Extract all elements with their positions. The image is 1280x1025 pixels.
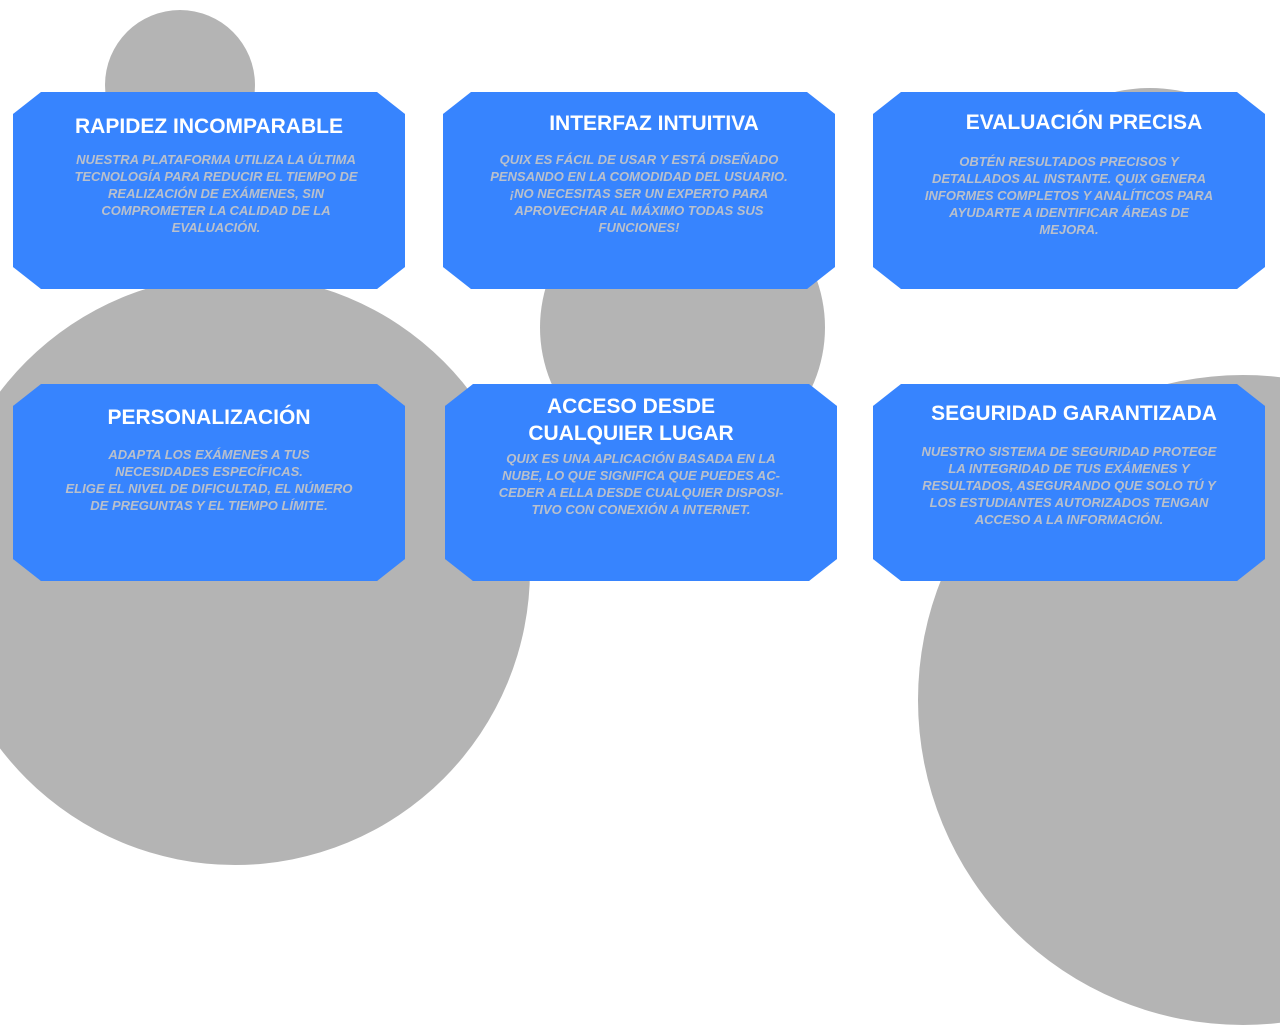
feature-description: QUIX ES UNA APLICACIÓN BASADA EN LA NUBE…	[498, 451, 784, 517]
feature-card-rapidez: RAPIDEZ INCOMPARABLE NUESTRA PLATAFORMA …	[13, 92, 405, 289]
feature-description: QUIX ES FÁCIL DE USAR Y ESTÁ DISEÑADO PE…	[490, 152, 788, 235]
feature-card-seguridad: SEGURIDAD GARANTIZADA NUESTRO SISTEMA DE…	[873, 384, 1265, 581]
feature-title: PERSONALIZACIÓN	[107, 406, 311, 429]
feature-card-personalizacion: PERSONALIZACIÓN ADAPTA LOS EXÁMENES A TU…	[13, 384, 405, 581]
feature-title: RAPIDEZ INCOMPARABLE	[75, 115, 343, 138]
feature-title: ACCESO DESDE CUALQUIER LUGAR	[528, 395, 734, 445]
feature-title: SEGURIDAD GARANTIZADA	[931, 402, 1217, 425]
feature-title: EVALUACIÓN PRECISA	[965, 111, 1203, 134]
feature-description: OBTÉN RESULTADOS PRECISOS Y DETALLADOS A…	[924, 154, 1214, 237]
feature-description: ADAPTA LOS EXÁMENES A TUS NECESIDADES ES…	[65, 447, 353, 513]
feature-card-acceso: ACCESO DESDE CUALQUIER LUGAR QUIX ES UNA…	[445, 384, 837, 581]
feature-description: NUESTRO SISTEMA DE SEGURIDAD PROTEGE LA …	[921, 444, 1217, 527]
feature-card-interfaz: INTERFAZ INTUITIVA QUIX ES FÁCIL DE USAR…	[443, 92, 835, 289]
feature-description: NUESTRA PLATAFORMA UTILIZA LA ÚLTIMA TEC…	[74, 152, 358, 235]
feature-title: INTERFAZ INTUITIVA	[549, 112, 759, 135]
feature-card-evaluacion: EVALUACIÓN PRECISA OBTÉN RESULTADOS PREC…	[873, 92, 1265, 289]
